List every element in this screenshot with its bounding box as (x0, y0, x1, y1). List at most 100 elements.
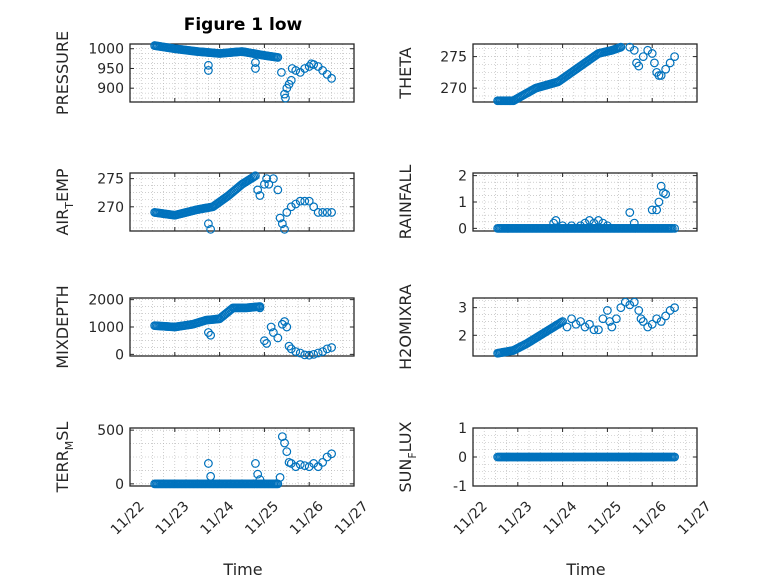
data-point (625, 42, 635, 52)
axes-theta: 270 275 THETA (396, 42, 698, 106)
data-point (300, 461, 310, 470)
data-point (656, 317, 666, 326)
data-point (670, 52, 679, 62)
data-point (665, 58, 675, 68)
data-point (625, 300, 635, 310)
data-point (647, 49, 657, 58)
data-point (275, 213, 285, 223)
data-point (616, 42, 626, 52)
data-point (598, 218, 608, 228)
ytick-label: 1 (458, 421, 467, 437)
data-point (576, 221, 585, 231)
axes-box (129, 43, 355, 103)
data-point (580, 218, 590, 228)
ytick-label: 270 (97, 200, 124, 216)
data-point (203, 219, 213, 229)
data-point (280, 89, 289, 99)
data-point (304, 196, 314, 206)
data-point (643, 322, 653, 332)
data-point (253, 185, 263, 195)
data-point (629, 218, 639, 228)
data-point (652, 314, 662, 324)
ytick-label: 500 (97, 423, 124, 439)
xtick-label: 11/25 (585, 498, 625, 538)
ytick-label: -1 (453, 479, 467, 495)
data-point (556, 317, 566, 327)
data-point (327, 73, 337, 83)
ylabel: RAINFALL (396, 165, 415, 240)
data-point (286, 75, 296, 85)
data-point (607, 322, 617, 332)
data-point (273, 53, 283, 62)
data-point (661, 189, 671, 199)
xtick-label: 11/22 (108, 498, 148, 538)
data-point (670, 303, 679, 313)
data-point (255, 303, 265, 313)
data-point (625, 208, 635, 217)
ytick-label: 2000 (88, 293, 124, 309)
data-point (558, 221, 567, 231)
data-point (313, 348, 323, 358)
ytick-label: 900 (97, 81, 124, 97)
data-point (603, 221, 612, 231)
data-point (300, 350, 310, 360)
axes-air-temp: 270 275 AIRTEMP (53, 168, 355, 236)
data-point (280, 317, 289, 326)
xtick-label: 11/24 (197, 498, 237, 538)
data-point (638, 317, 648, 326)
data-point (203, 66, 213, 75)
ytick-label: 275 (440, 50, 467, 66)
data-point (281, 93, 290, 103)
ylabel: TERRMSL (53, 422, 76, 494)
xtick-label: 11/23 (496, 498, 536, 538)
data-point (558, 317, 567, 326)
data-point (656, 71, 666, 80)
data-point (585, 319, 594, 329)
data-point (580, 322, 590, 332)
data-point (562, 322, 572, 332)
data-point (313, 208, 323, 217)
figure-title: Figure 1 low (184, 15, 303, 35)
data-point (291, 66, 301, 75)
data-point (571, 319, 581, 329)
data-point (318, 347, 328, 357)
data-point (300, 64, 310, 73)
data-point (634, 306, 644, 315)
data-point (291, 347, 301, 357)
ylabel: H2OMIXRA (396, 284, 415, 370)
data-point (286, 202, 296, 212)
data-point (647, 319, 657, 329)
data-point (295, 196, 305, 206)
data-point (659, 188, 668, 198)
data-point (262, 174, 272, 184)
data-point (327, 343, 337, 352)
ylabel: AIRTEMP (53, 168, 76, 235)
axes-box (472, 43, 698, 103)
data-point (634, 61, 644, 71)
ytick-label: 270 (440, 81, 467, 97)
ytick-label: 275 (97, 172, 124, 188)
data-point (203, 328, 213, 337)
data-point (282, 322, 292, 332)
axes-terr-msl: 0 500 11/22 11/23 11/24 11/25 11/26 11/27 TERRMS… (53, 422, 372, 539)
data-point (249, 172, 259, 182)
ytick-label: 1000 (88, 320, 124, 336)
data-point (551, 216, 561, 225)
xtick-label: 11/24 (540, 498, 580, 538)
ytick-label: 0 (115, 477, 124, 493)
data-point (251, 171, 260, 181)
data-point (264, 179, 274, 189)
ytick-label: 2 (458, 169, 467, 185)
data-point (266, 322, 276, 332)
data-point (206, 471, 216, 481)
xtick-label: 11/26 (630, 498, 670, 538)
axes-h2omixra: 2 3 H2OMIXRA (396, 284, 698, 370)
data-point (251, 459, 260, 468)
data-point (206, 224, 216, 234)
data-point (589, 325, 599, 335)
data-point (203, 459, 213, 468)
data-point (253, 469, 263, 479)
ytick-label: 3 (458, 301, 467, 317)
data-point (643, 45, 653, 55)
